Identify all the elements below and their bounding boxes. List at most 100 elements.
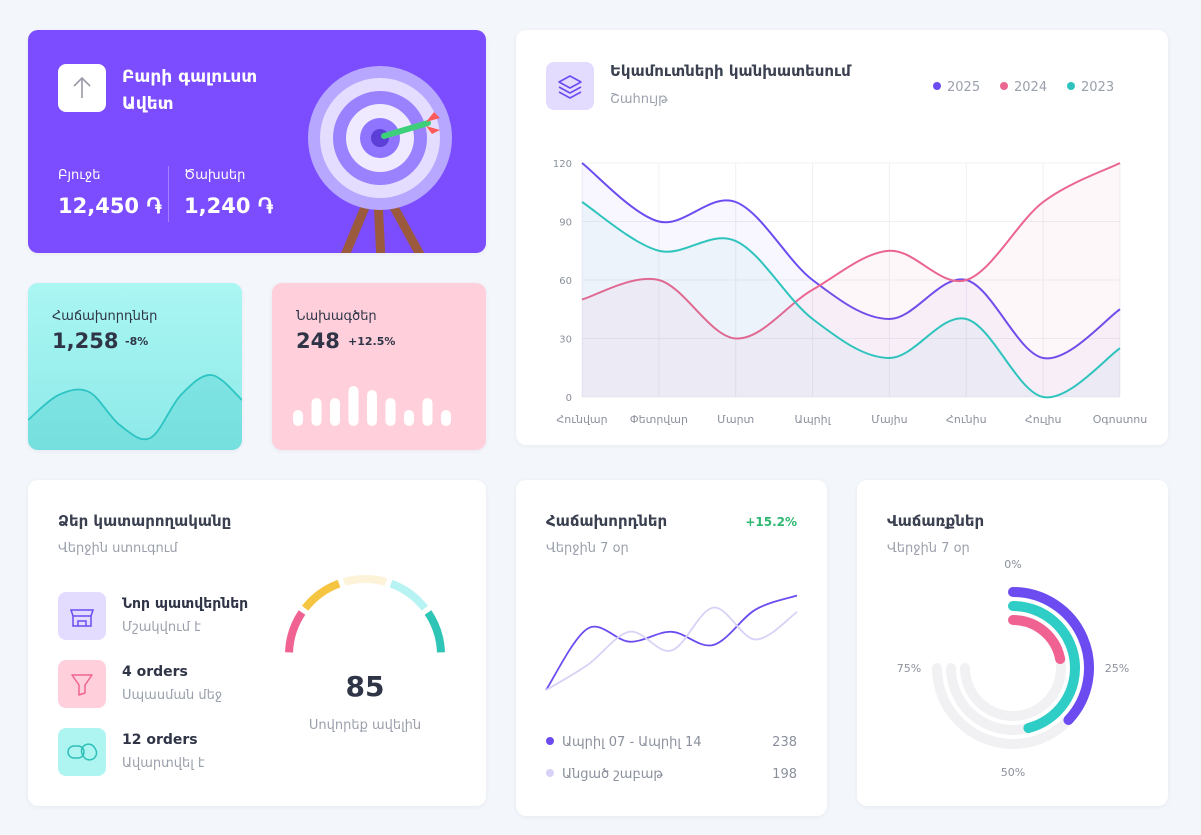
pill [67, 745, 85, 759]
revenue-card: Եկամուտների կանխատեսում Շահույթ 0 30 60 90 1… [516, 30, 1168, 445]
legend-label: Ապրիլ 07 - Ապրիլ 14 [562, 735, 702, 750]
x-tick-label: Հուլիս [1025, 413, 1062, 426]
bar [404, 410, 414, 426]
x-tick-label: Հունիս [946, 413, 987, 426]
card-subtitle: Վերջին ստուգում [58, 541, 178, 556]
legend-label: 2024 [1014, 80, 1047, 95]
pill-icon [58, 728, 106, 776]
item-title: 4 orders [122, 664, 188, 680]
x-tick-label: Ապրիլ [795, 413, 832, 426]
line [581, 162, 1121, 360]
stat-label: Բյուջե [58, 168, 101, 183]
pill [80, 743, 98, 761]
gauge-segment [342, 575, 388, 586]
area [582, 163, 1120, 397]
card-title: Ձեր կատարողականը [58, 512, 232, 530]
line [545, 594, 798, 691]
legend-dot [933, 82, 941, 90]
x-tick-label: Մարտ [717, 413, 754, 426]
card-title: Հաճախորդներ [546, 512, 668, 530]
filter-svg [71, 674, 93, 696]
line [545, 606, 798, 691]
store-icon [58, 592, 106, 640]
filter [71, 674, 93, 696]
x-tick-label: Փետրվար [630, 413, 688, 426]
item-subtitle: Ավարտվել է [122, 756, 205, 771]
sales-card: Վաճառքներ Վերջին 7 օր 0% 25% 50% 75% [857, 480, 1168, 806]
line-chart: Ապրիլ 07 - Ապրիլ 14 238 Անցած շաբաթ 198 [545, 594, 798, 782]
item-title: 12 orders [122, 732, 198, 748]
stat-label: Ծախսեր [184, 168, 246, 183]
card-label: Նախագծեր [296, 309, 377, 324]
store [69, 609, 95, 627]
area [582, 202, 1120, 398]
card-change: -8% [125, 335, 149, 348]
gauge-segment [285, 610, 306, 653]
dart-fin [426, 112, 440, 134]
sparkline [28, 374, 242, 450]
legend-total: 198 [772, 767, 797, 782]
y-tick-label: 60 [559, 276, 572, 287]
line-chart: 0 30 60 90 120 Հունվար Փետրվար Մարտ Ապրիլ Մայիս Հո… [553, 80, 1148, 426]
target-illustration [308, 66, 452, 253]
weekly-card: Հաճախորդներ +15.2% Վերջին 7 օր Ապրիլ 07 … [516, 480, 827, 816]
y-tick-label: 120 [553, 159, 572, 170]
divider [168, 166, 169, 222]
tick-label: 50% [1001, 766, 1025, 779]
bar [311, 398, 322, 426]
legend-dot [546, 769, 554, 777]
area [28, 374, 242, 450]
card-subtitle: Վերջին 7 օր [546, 541, 629, 556]
item-subtitle: Մշակվում է [122, 620, 201, 635]
tick-label: 0% [1004, 558, 1021, 571]
y-tick-label: 0 [566, 393, 572, 404]
layers-icon [546, 62, 594, 110]
layers [558, 75, 582, 99]
radial-bar [1008, 615, 1066, 665]
arrow-icon [58, 64, 106, 112]
store-svg [69, 609, 95, 627]
gauge [285, 575, 445, 653]
visitors-card: Հաճախորդներ 1,258 -8% [28, 283, 242, 450]
radial-bar [1008, 587, 1094, 726]
dart [381, 120, 431, 139]
bar [422, 398, 433, 426]
radial-bar [1008, 601, 1080, 734]
line [28, 374, 242, 441]
bar [367, 390, 377, 426]
filter-icon [58, 660, 106, 708]
x-tick-label: Մայիս [871, 413, 907, 426]
gauge-segment [389, 579, 429, 611]
bar [293, 410, 303, 426]
item-subtitle: Սպասման մեջ [122, 688, 223, 703]
bar-chart [293, 386, 451, 426]
legend-label: 2025 [947, 80, 980, 95]
x-tick-label: Հունվար [556, 413, 607, 426]
card-title: Վաճառքներ [887, 512, 985, 530]
stat-value: 12,450 ֏ [58, 194, 162, 218]
card-value: 248 [296, 329, 340, 353]
tick-label: 25% [1105, 662, 1129, 675]
welcome-card: Բարի գալուստ Ավետ Բյուջե 12,450 ֏ Ծախսեր… [28, 30, 486, 253]
stat-value: 1,240 ֏ [184, 194, 274, 218]
legend-label: Անցած շաբաթ [562, 767, 663, 782]
card-subtitle: Վերջին 7 օր [887, 541, 970, 556]
y-tick-label: 90 [559, 218, 572, 229]
radial-chart: 0% 25% 50% 75% [897, 558, 1129, 779]
chart-title: Եկամուտների կանխատեսում [610, 62, 851, 80]
gauge-label: Սովորեք ավելին [308, 718, 422, 733]
arrow-svg [73, 76, 91, 98]
item-title: Նոր պատվերներ [122, 596, 249, 612]
tick-label: 75% [897, 662, 921, 675]
performance-card: Ձեր կատարողականը Վերջին ստուգում Նոր պատ… [28, 480, 486, 806]
card-value: 1,258 [52, 329, 119, 353]
bar [385, 398, 396, 426]
legend-dot [546, 737, 554, 745]
x-tick-label: Օգոստոս [1093, 413, 1148, 426]
bar [330, 398, 340, 426]
stand [341, 195, 425, 253]
area [582, 163, 1120, 397]
legend-dot [1000, 82, 1008, 90]
y-tick-label: 30 [559, 335, 572, 346]
